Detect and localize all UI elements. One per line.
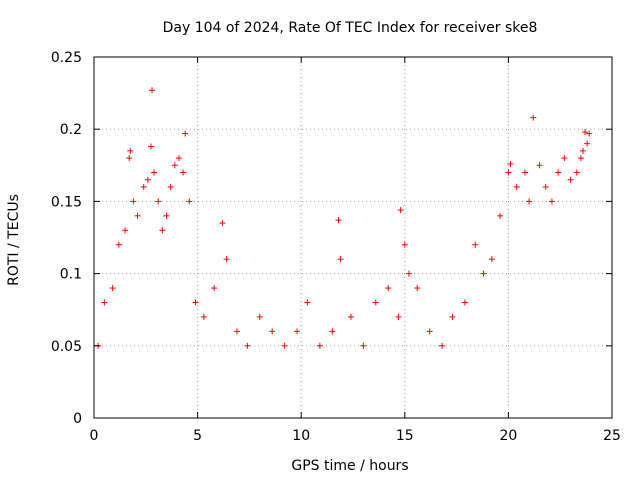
data-point	[395, 313, 402, 320]
data-point	[526, 198, 533, 205]
data-point	[360, 342, 367, 349]
data-point	[127, 147, 134, 154]
data-point	[449, 313, 456, 320]
data-point	[186, 198, 193, 205]
y-tick-label: 0.1	[60, 267, 82, 283]
data-point	[180, 169, 187, 176]
data-point	[175, 155, 182, 162]
data-point	[579, 147, 586, 154]
data-point	[159, 227, 166, 234]
data-point	[192, 299, 199, 306]
plot-frame	[93, 56, 613, 419]
data-point	[582, 129, 589, 136]
data-point	[385, 285, 392, 292]
y-tick-label: 0.2	[60, 122, 82, 138]
data-point	[372, 299, 379, 306]
data-point	[505, 169, 512, 176]
data-point	[480, 270, 487, 277]
data-point	[507, 160, 514, 167]
data-point	[281, 342, 288, 349]
data-point	[488, 256, 495, 263]
data-point	[182, 130, 189, 137]
x-tick-label: 15	[396, 428, 414, 444]
data-point	[584, 140, 591, 147]
x-axis-label: GPS time / hours	[291, 458, 408, 474]
data-point	[461, 299, 468, 306]
x-tick-label: 10	[292, 428, 310, 444]
data-point	[573, 169, 580, 176]
data-point	[211, 285, 218, 292]
data-point	[347, 313, 354, 320]
data-point	[304, 299, 311, 306]
data-point	[147, 143, 154, 150]
y-tick-label: 0.05	[51, 339, 82, 355]
data-point	[144, 176, 151, 183]
data-point	[542, 183, 549, 190]
data-point	[316, 342, 323, 349]
data-point	[233, 328, 240, 335]
data-point	[200, 313, 207, 320]
data-point	[167, 183, 174, 190]
data-point	[256, 313, 263, 320]
data-point	[530, 114, 537, 121]
data-point	[115, 241, 122, 248]
axis-ticks: 0 5 10 15 20 25 0 0.05 0.1 0.15 0.2 0.25	[51, 50, 621, 444]
data-point	[548, 198, 555, 205]
data-point	[269, 328, 276, 335]
data-point	[151, 169, 158, 176]
data-point	[134, 212, 141, 219]
y-tick-label: 0.15	[51, 194, 82, 210]
data-point	[401, 241, 408, 248]
data-point	[405, 270, 412, 277]
data-point	[122, 227, 129, 234]
data-point	[561, 155, 568, 162]
x-tick-label: 20	[499, 428, 517, 444]
data-point	[219, 220, 226, 227]
data-point	[426, 328, 433, 335]
data-point	[414, 285, 421, 292]
x-tick-label: 0	[90, 428, 99, 444]
y-axis-label: ROTI / TECUs	[6, 194, 22, 286]
data-point	[472, 241, 479, 248]
data-point	[555, 169, 562, 176]
data-point	[223, 256, 230, 263]
data-point	[101, 299, 108, 306]
data-point	[244, 342, 251, 349]
data-point	[397, 207, 404, 214]
data-point	[577, 155, 584, 162]
data-point	[126, 155, 133, 162]
data-point	[536, 162, 543, 169]
data-point	[513, 183, 520, 190]
data-point	[140, 183, 147, 190]
chart-title: Day 104 of 2024, Rate Of TEC Index for r…	[163, 20, 538, 36]
data-point	[155, 198, 162, 205]
data-points	[95, 87, 593, 349]
data-point	[521, 169, 528, 176]
data-point	[329, 328, 336, 335]
data-point	[294, 328, 301, 335]
y-tick-label: 0.25	[51, 50, 82, 66]
data-point	[337, 256, 344, 263]
x-tick-label: 5	[193, 428, 202, 444]
data-point	[171, 162, 178, 169]
data-point	[567, 176, 574, 183]
data-point	[149, 87, 156, 94]
data-point	[335, 217, 342, 224]
data-point	[130, 198, 137, 205]
y-tick-label: 0	[73, 411, 82, 427]
data-point	[109, 285, 116, 292]
data-point	[586, 130, 593, 137]
x-tick-label: 25	[603, 428, 621, 444]
data-point	[497, 212, 504, 219]
data-point	[439, 342, 446, 349]
data-point	[163, 212, 170, 219]
grid-lines	[94, 57, 612, 418]
